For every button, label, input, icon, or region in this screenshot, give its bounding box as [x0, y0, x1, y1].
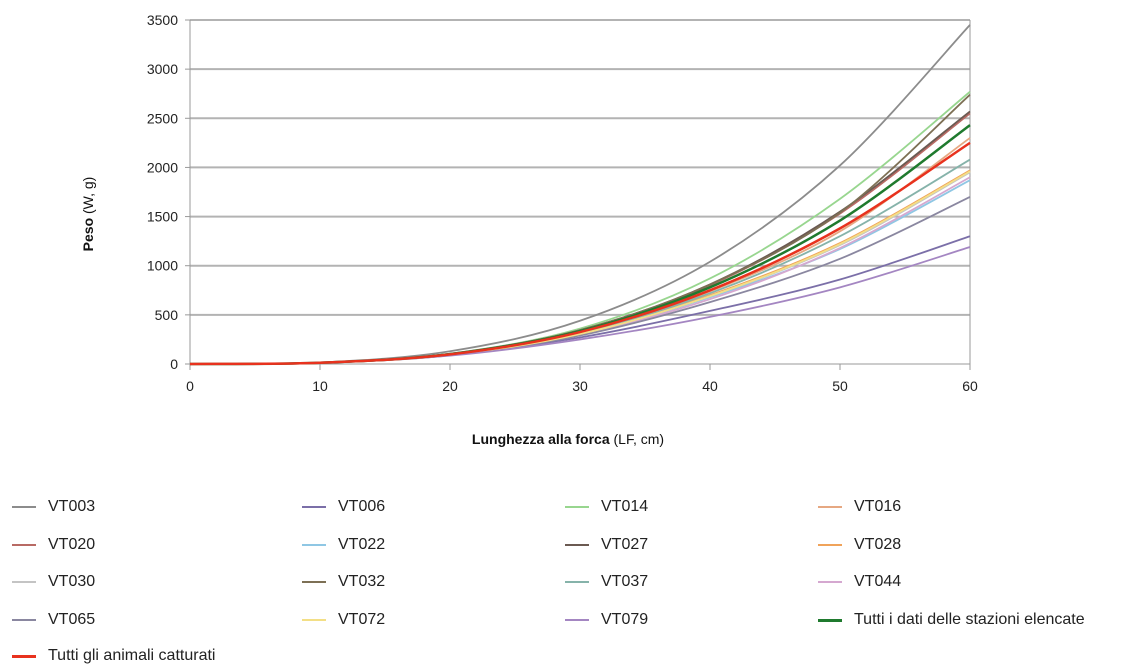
- weight-length-chart: 0 500 1000 1500 2000 2500 3000 3500 0 10 20 30 40 50…: [80, 12, 978, 447]
- x-axis-title: Lunghezza alla forca (LF, cm): [472, 431, 664, 447]
- legend-swatch: [302, 506, 326, 508]
- legend-swatch: [12, 619, 36, 621]
- legend-label: VT014: [601, 498, 649, 515]
- legend-item: VT020: [12, 533, 95, 557]
- x-tick-label: 30: [572, 378, 588, 394]
- legend-swatch: [12, 544, 36, 546]
- y-tick-label: 0: [170, 356, 178, 372]
- legend-swatch: [12, 506, 36, 508]
- legend-label: VT065: [48, 611, 96, 628]
- legend-item: VT032: [302, 570, 385, 594]
- legend-item: Tutti i dati delle stazioni elencate: [818, 608, 1085, 632]
- legend-item: VT079: [565, 608, 648, 632]
- series-line-tutti-gli-animali-catturati: [189, 141, 971, 366]
- legend-label: VT037: [601, 573, 649, 590]
- y-axis-title: Peso (W, g): [80, 177, 96, 252]
- series-line-vt014: [189, 91, 971, 365]
- legend-label: VT044: [854, 573, 902, 590]
- legend-item: VT037: [565, 570, 648, 594]
- legend-label: VT079: [601, 611, 649, 628]
- legend-swatch: [302, 619, 326, 621]
- gridlines: [190, 19, 970, 316]
- legend-swatch: [12, 654, 36, 658]
- series-line-vt006: [189, 235, 971, 365]
- x-tick-label: 40: [702, 378, 718, 394]
- y-tick-label: 3500: [147, 12, 178, 28]
- legend-swatch: [818, 581, 842, 583]
- legend-label: VT006: [338, 498, 386, 515]
- legend-swatch: [302, 581, 326, 583]
- x-tick-labels: 0 10 20 30 40 50 60: [186, 364, 978, 394]
- y-tick-label: 2000: [147, 159, 178, 175]
- legend-item: Tutti gli animali catturati: [12, 644, 215, 668]
- legend-label: VT020: [48, 536, 96, 553]
- legend-label: VT072: [338, 611, 386, 628]
- legend-swatch: [818, 618, 842, 622]
- x-tick-label: 20: [442, 378, 458, 394]
- y-tick-label: 3000: [147, 61, 178, 77]
- x-tick-label: 50: [832, 378, 848, 394]
- legend-item: VT016: [818, 495, 901, 519]
- x-tick-label: 10: [312, 378, 328, 394]
- legend-swatch: [818, 544, 842, 546]
- y-tick-labels: 0 500 1000 1500 2000 2500 3000 3500: [147, 12, 190, 372]
- y-tick-label: 500: [155, 307, 179, 323]
- legend-label: VT027: [601, 536, 649, 553]
- legend-item: VT003: [12, 495, 95, 519]
- series-lines: [189, 24, 971, 366]
- legend-item: VT072: [302, 608, 385, 632]
- legend-swatch: [818, 506, 842, 508]
- x-tick-label: 0: [186, 378, 194, 394]
- legend-item: VT030: [12, 570, 95, 594]
- legend-swatch: [565, 544, 589, 546]
- legend-label: VT028: [854, 536, 902, 553]
- legend-item: VT027: [565, 533, 648, 557]
- legend-item: VT044: [818, 570, 901, 594]
- legend-item: VT028: [818, 533, 901, 557]
- series-line-vt079: [189, 246, 971, 365]
- y-tick-label: 1000: [147, 258, 178, 274]
- legend-item: VT014: [565, 495, 648, 519]
- x-tick-label: 60: [962, 378, 978, 394]
- legend-label: Tutti i dati delle stazioni elencate: [854, 611, 1085, 628]
- legend-swatch: [12, 581, 36, 583]
- legend-label: VT016: [854, 498, 902, 515]
- y-tick-label: 1500: [147, 209, 178, 225]
- legend-label: VT030: [48, 573, 96, 590]
- legend-swatch: [565, 506, 589, 508]
- legend-item: VT022: [302, 533, 385, 557]
- chart-legend: VT003 VT006 VT014 VT016 VT020 VT022 VT027 VT028…: [0, 488, 1134, 666]
- series-line-vt003: [189, 24, 971, 365]
- legend-label: VT022: [338, 536, 386, 553]
- axes: [189, 20, 971, 365]
- legend-label: VT003: [48, 498, 96, 515]
- legend-label: VT032: [338, 573, 386, 590]
- legend-item: VT065: [12, 608, 95, 632]
- series-line-vt022: [189, 179, 971, 365]
- legend-item: VT006: [302, 495, 385, 519]
- legend-swatch: [565, 619, 589, 621]
- y-tick-label: 2500: [147, 110, 178, 126]
- legend-label: Tutti gli animali catturati: [48, 647, 216, 664]
- legend-swatch: [302, 544, 326, 546]
- legend-swatch: [565, 581, 589, 583]
